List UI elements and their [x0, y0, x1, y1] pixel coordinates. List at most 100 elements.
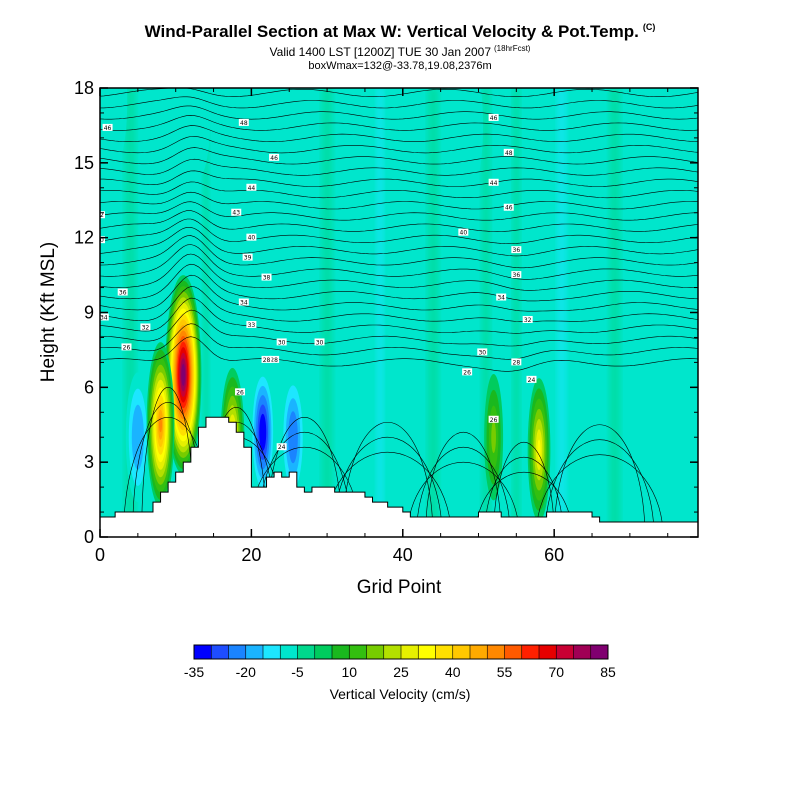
x-tick-label: 20 — [241, 545, 261, 565]
contour-label: 42 — [96, 211, 105, 219]
colorbar-tick-label: 85 — [600, 664, 616, 680]
contour-label-text: 26 — [236, 389, 244, 396]
downdraft-cell — [109, 88, 122, 133]
colorbar-swatch — [228, 645, 247, 659]
contour-label: 30 — [477, 348, 488, 356]
subtitle-tag: (18hrFcst) — [494, 44, 531, 53]
theta-contour — [323, 451, 452, 537]
field-band — [427, 88, 439, 537]
updraft-cell — [159, 417, 163, 433]
colorbar-tick-label: 70 — [548, 664, 564, 680]
contour-label: 44 — [488, 178, 499, 187]
x-tick-label: 0 — [95, 545, 105, 565]
theta-contour — [100, 105, 698, 120]
y-tick-label: 12 — [74, 228, 94, 248]
theta-contour — [553, 424, 646, 537]
colorbar-swatch — [470, 645, 488, 659]
colorbar-swatch — [314, 645, 333, 659]
colorbar-swatch — [573, 645, 592, 659]
colorbar-swatch — [452, 645, 471, 659]
updraft-cell — [181, 369, 185, 381]
colorbar-swatch — [332, 645, 350, 659]
colorbar-swatch — [590, 645, 609, 659]
contour-label-text: 46 — [270, 155, 278, 162]
contour-label: 28 — [511, 358, 522, 366]
colorbar-swatch — [297, 645, 316, 659]
title-tag: (C) — [642, 22, 656, 33]
theta-contour — [100, 309, 698, 347]
contour-label: 40 — [458, 228, 469, 237]
theta-contour — [416, 446, 511, 537]
contour-label-text: 30 — [316, 339, 324, 346]
theta-contour — [100, 227, 698, 257]
colorbar-swatch — [504, 645, 523, 659]
contour-label: 26 — [121, 343, 132, 351]
contour-label: 30 — [276, 338, 287, 346]
contour-label: 40 — [246, 233, 257, 242]
downdraft-cell — [290, 424, 296, 451]
theta-contour — [100, 274, 698, 312]
contour-label: 48 — [238, 118, 249, 127]
contour-label: 32 — [522, 315, 533, 324]
contour-label: 48 — [503, 148, 514, 157]
theta-contour — [100, 125, 698, 142]
contour-label: 34 — [496, 293, 507, 302]
updraft-cell — [491, 421, 496, 454]
terrain-profile — [100, 416, 698, 537]
contour-label-text: 42 — [96, 212, 104, 219]
terrain — [100, 416, 698, 537]
colorbar-swatch — [418, 645, 436, 659]
contour-label-text: 46 — [505, 205, 513, 212]
field-band — [202, 88, 210, 537]
colorbar-label: Vertical Velocity (cm/s) — [330, 686, 471, 702]
contour-label-text: 46 — [104, 125, 112, 132]
colorbar-swatch — [280, 645, 298, 659]
colorbar-tick-label: 10 — [341, 664, 357, 680]
colorbar-swatch — [245, 645, 264, 659]
contour-label: 33 — [246, 320, 257, 329]
colorbar: -35 -20 -5 10 25 40 55 70 85 — [184, 644, 616, 680]
theta-contour — [257, 431, 352, 537]
y-tick-label: 3 — [84, 452, 94, 472]
theta-contour — [100, 158, 698, 176]
contour-label: 24 — [276, 443, 287, 451]
contour-label-text: 34 — [240, 300, 248, 307]
y-tick-label: 18 — [74, 78, 94, 98]
colorbar-swatch — [521, 645, 540, 659]
contour-label-text: 32 — [524, 317, 532, 324]
contour-label-text: 43 — [232, 210, 240, 217]
colorbar-swatch — [487, 645, 505, 659]
chart-subtitle-2: boxWmax=132@-33.78,19.08,2376m — [308, 60, 492, 72]
theta-contour — [100, 323, 698, 360]
contour-label: 28 — [269, 355, 280, 364]
theta-contour — [100, 244, 698, 280]
contour-label: 46 — [503, 203, 514, 212]
chart-subtitle: Valid 1400 LST [1200Z] TUE 30 Jan 2007 (1… — [269, 44, 531, 59]
contour-label-text: 36 — [513, 247, 521, 254]
contour-label-text: 36 — [513, 272, 521, 279]
contour-label: 28 — [261, 355, 272, 364]
downdraft-cell — [261, 422, 265, 442]
theta-contour — [332, 436, 443, 537]
theta-contour — [484, 456, 564, 537]
theta-contour — [493, 441, 555, 537]
colorbar-swatch — [263, 645, 281, 659]
colorbar-tick-label: -5 — [291, 664, 304, 680]
contour-label: 26 — [488, 415, 499, 424]
contour-label-text: 24 — [278, 444, 286, 451]
theta-contour — [100, 253, 698, 291]
theta-contour — [100, 136, 698, 154]
colorbar-swatch — [539, 645, 557, 659]
theta-contour — [100, 147, 698, 165]
colorbar-tick-label: 40 — [445, 664, 461, 680]
theta-contour — [100, 336, 698, 372]
colorbar-swatch — [194, 645, 212, 659]
x-axis-label: Grid Point — [357, 577, 442, 598]
colorbar-tick-label: 25 — [393, 664, 409, 680]
contour-label: 39 — [242, 253, 253, 262]
theta-contour — [544, 439, 655, 537]
contour-label-text: 40 — [96, 237, 104, 244]
theta-contours — [100, 88, 698, 537]
theta-contour — [100, 170, 698, 187]
y-tick-label: 6 — [84, 377, 94, 397]
